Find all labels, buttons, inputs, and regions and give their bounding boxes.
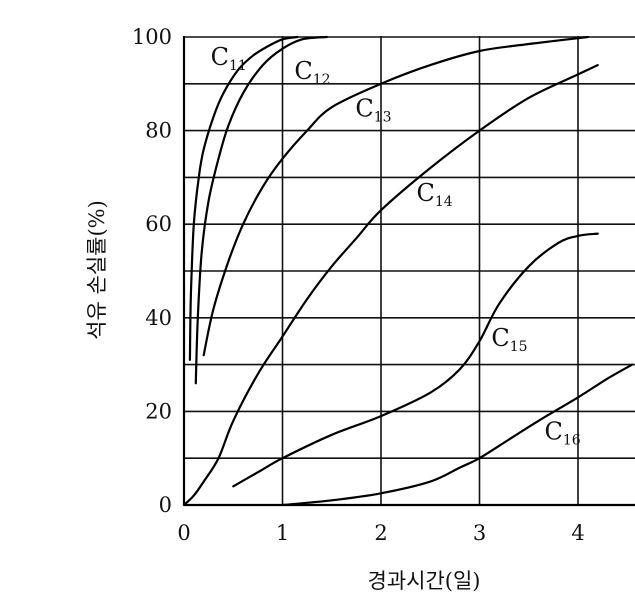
axes — [182, 36, 635, 507]
x-axis-title: 경과시간(일) — [368, 569, 481, 593]
series-label-c14: C14 — [416, 179, 452, 210]
series-label-c11: C11 — [211, 43, 247, 74]
x-tick-label: 1 — [276, 521, 289, 545]
y-tick-label: 20 — [145, 399, 172, 423]
y-tick-label: 60 — [145, 212, 172, 236]
series-line-c14 — [182, 63, 599, 507]
y-tick-label: 40 — [145, 306, 172, 330]
x-tick-label: 0 — [177, 521, 190, 545]
series-line-c15 — [232, 232, 599, 488]
y-tick-label: 80 — [145, 119, 172, 143]
series-labels: C11 C12 C13 C14 C15 C16 — [211, 43, 581, 448]
x-tick-label: 3 — [473, 521, 486, 545]
grid — [184, 36, 635, 505]
series-label-c15: C15 — [491, 324, 527, 355]
tick-labels: 0 20 40 60 80 100 0 1 2 3 4 — [132, 25, 585, 545]
y-tick-label: 0 — [159, 493, 172, 517]
x-tick-label: 4 — [571, 521, 584, 545]
series-label-c16: C16 — [545, 417, 581, 448]
x-tick-label: 2 — [374, 521, 387, 545]
series-label-c13: C13 — [355, 95, 391, 126]
series-line-c12 — [194, 35, 328, 385]
series-label-c12: C12 — [294, 57, 330, 88]
series-line-c13 — [202, 35, 589, 357]
y-tick-label: 100 — [132, 25, 172, 49]
series-curves — [182, 35, 634, 507]
y-axis-title: 석유 손실률(%) — [85, 200, 109, 340]
series-line-c16 — [281, 363, 634, 507]
series-line-c11 — [188, 35, 299, 361]
